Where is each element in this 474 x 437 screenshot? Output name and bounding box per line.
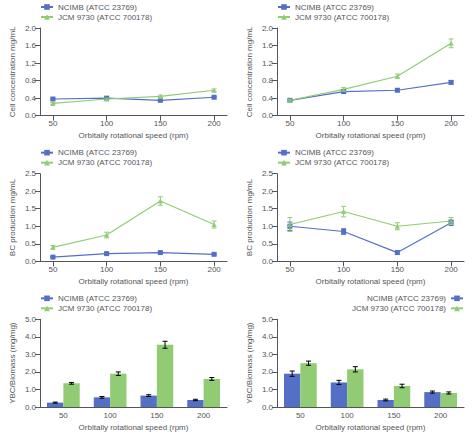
svg-text:50: 50 — [48, 119, 57, 128]
svg-text:50: 50 — [285, 119, 294, 128]
svg-text:1.6: 1.6 — [262, 41, 274, 50]
svg-text:BC production mg/mL: BC production mg/mL — [8, 178, 17, 256]
svg-text:0.0: 0.0 — [25, 257, 37, 266]
svg-text:1.0: 1.0 — [262, 222, 274, 231]
svg-text:150: 150 — [387, 411, 401, 420]
svg-text:0.5: 0.5 — [25, 239, 37, 248]
svg-text:1.5: 1.5 — [262, 204, 274, 213]
svg-text:1.0: 1.0 — [262, 385, 274, 394]
svg-text:4.0: 4.0 — [25, 332, 37, 341]
svg-text:1.2: 1.2 — [25, 59, 37, 68]
svg-text:JCM 9730 (ATCC 700178): JCM 9730 (ATCC 700178) — [295, 158, 389, 167]
svg-text:5.0: 5.0 — [25, 315, 37, 324]
svg-text:4.0: 4.0 — [262, 332, 274, 341]
svg-text:1.0: 1.0 — [25, 222, 37, 231]
svg-text:200: 200 — [207, 265, 221, 274]
svg-text:150: 150 — [154, 265, 168, 274]
svg-text:150: 150 — [391, 119, 405, 128]
svg-text:1.5: 1.5 — [25, 204, 37, 213]
svg-text:2.0: 2.0 — [262, 367, 274, 376]
svg-text:0.0: 0.0 — [262, 111, 274, 120]
svg-text:1.2: 1.2 — [262, 59, 274, 68]
svg-text:150: 150 — [391, 265, 405, 274]
svg-text:Orbitally rotational speed (rp: Orbitally rotational speed (rpm) — [316, 277, 426, 286]
svg-text:2.5: 2.5 — [262, 169, 274, 178]
svg-text:0.0: 0.0 — [262, 257, 274, 266]
svg-text:JCM 9730 (ATCC 700178): JCM 9730 (ATCC 700178) — [58, 304, 152, 313]
svg-text:Cell concentration mg/mL: Cell concentration mg/mL — [245, 26, 254, 117]
svg-text:1.6: 1.6 — [25, 41, 37, 50]
svg-text:100: 100 — [100, 265, 114, 274]
svg-text:0.8: 0.8 — [25, 76, 37, 85]
svg-text:NCIMB (ATCC 23769): NCIMB (ATCC 23769) — [58, 148, 137, 157]
svg-text:Orbitally rotational speed (rp: Orbitally rotational speed (rpm) — [79, 131, 189, 140]
svg-text:100: 100 — [340, 411, 354, 420]
svg-text:NCIMB (ATCC 23769): NCIMB (ATCC 23769) — [295, 148, 374, 157]
svg-text:3.0: 3.0 — [25, 350, 37, 359]
svg-text:0.5: 0.5 — [262, 239, 274, 248]
svg-text:YBC/Biomass (mg/mg): YBC/Biomass (mg/mg) — [245, 322, 254, 404]
svg-text:200: 200 — [197, 411, 211, 420]
svg-text:2.0: 2.0 — [25, 187, 37, 196]
svg-text:200: 200 — [444, 265, 458, 274]
svg-text:100: 100 — [103, 411, 117, 420]
svg-text:50: 50 — [59, 411, 68, 420]
svg-text:YBC/Biomass (mg/mg): YBC/Biomass (mg/mg) — [8, 322, 17, 404]
svg-text:2.0: 2.0 — [25, 367, 37, 376]
svg-text:50: 50 — [48, 265, 57, 274]
svg-text:1.0: 1.0 — [25, 385, 37, 394]
svg-text:0.0: 0.0 — [25, 403, 37, 412]
svg-text:NCIMB (ATCC 23769): NCIMB (ATCC 23769) — [367, 294, 446, 303]
svg-text:2.0: 2.0 — [262, 24, 274, 33]
svg-text:BC production mg/mL: BC production mg/mL — [245, 178, 254, 256]
svg-text:Orbitally rotational speed (rp: Orbitally rotational speed (rpm) — [79, 423, 189, 432]
svg-text:200: 200 — [434, 411, 448, 420]
svg-text:100: 100 — [100, 119, 114, 128]
svg-text:100: 100 — [337, 265, 351, 274]
svg-text:3.0: 3.0 — [262, 350, 274, 359]
svg-text:5.0: 5.0 — [262, 315, 274, 324]
svg-text:2.0: 2.0 — [25, 24, 37, 33]
svg-text:JCM 9730 (ATCC 700178): JCM 9730 (ATCC 700178) — [295, 13, 389, 22]
svg-text:Cell concentration mg/mL: Cell concentration mg/mL — [8, 26, 17, 117]
svg-text:0.8: 0.8 — [262, 76, 274, 85]
svg-text:Orbitally rotational speed (rp: Orbitally rotational speed (rpm) — [316, 423, 426, 432]
svg-text:Orbitally rotational speed (rp: Orbitally rotational speed (rpm) — [316, 131, 426, 140]
svg-text:0.4: 0.4 — [262, 94, 274, 103]
svg-text:0.0: 0.0 — [25, 111, 37, 120]
svg-text:100: 100 — [337, 119, 351, 128]
svg-text:Orbitally rotational speed (rp: Orbitally rotational speed (rpm) — [79, 277, 189, 286]
svg-text:JCM 9730 (ATCC 700178): JCM 9730 (ATCC 700178) — [352, 304, 446, 313]
svg-text:2.5: 2.5 — [25, 169, 37, 178]
svg-text:150: 150 — [154, 119, 168, 128]
svg-text:150: 150 — [150, 411, 164, 420]
svg-text:NCIMB (ATCC 23769): NCIMB (ATCC 23769) — [58, 3, 137, 12]
svg-text:NCIMB (ATCC 23769): NCIMB (ATCC 23769) — [58, 294, 137, 303]
svg-text:50: 50 — [285, 265, 294, 274]
svg-text:0.4: 0.4 — [25, 94, 37, 103]
svg-text:JCM 9730 (ATCC 700178): JCM 9730 (ATCC 700178) — [58, 158, 152, 167]
svg-text:50: 50 — [296, 411, 305, 420]
svg-text:JCM 9730 (ATCC 700178): JCM 9730 (ATCC 700178) — [58, 13, 152, 22]
svg-text:200: 200 — [444, 119, 458, 128]
svg-text:NCIMB (ATCC 23769): NCIMB (ATCC 23769) — [295, 3, 374, 12]
svg-text:2.0: 2.0 — [262, 187, 274, 196]
svg-text:0.0: 0.0 — [262, 403, 274, 412]
svg-text:200: 200 — [207, 119, 221, 128]
